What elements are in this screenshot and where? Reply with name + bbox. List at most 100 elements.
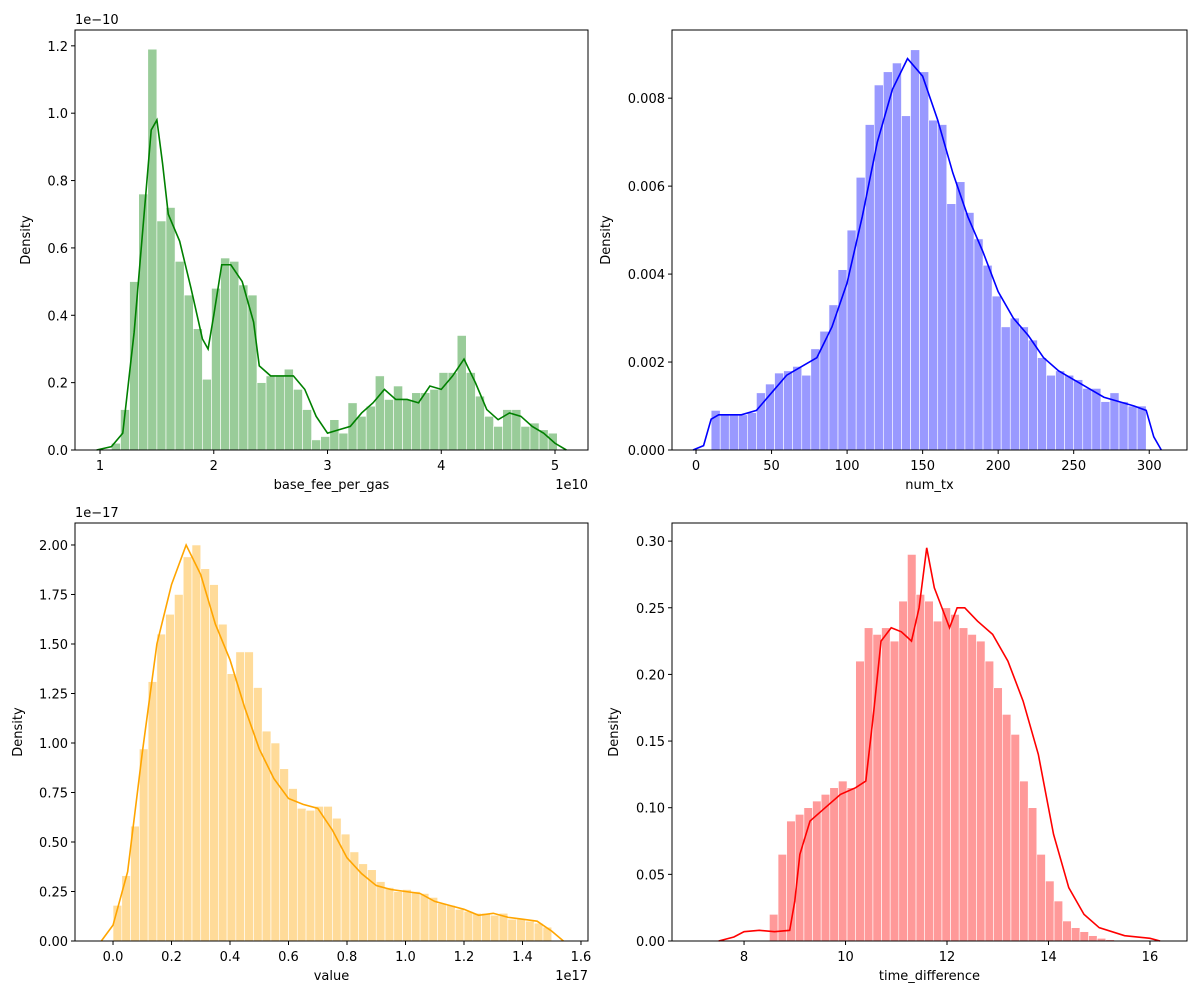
histogram-bar <box>375 881 386 942</box>
y-tick-label: 0.50 <box>39 836 68 851</box>
kde-line <box>718 547 1161 942</box>
histogram-bar <box>218 623 228 942</box>
histogram-bar <box>244 651 254 942</box>
histogram-bar <box>1100 401 1111 451</box>
y-tick-label: 0.4 <box>47 309 68 324</box>
x-axis-label: base_fee_per_gas <box>274 478 390 493</box>
y-tick-label: 1.2 <box>47 40 68 55</box>
histogram-bar <box>1036 854 1046 942</box>
histogram-bar <box>984 660 994 942</box>
y-tick-label: 1.00 <box>39 737 68 752</box>
kde-line <box>692 57 1163 451</box>
y-tick-label: 0.0 <box>47 444 68 459</box>
histogram-bar <box>728 414 739 451</box>
histogram-bar <box>812 800 822 942</box>
histogram-bar <box>991 295 1002 451</box>
histogram-bar <box>279 768 289 942</box>
histogram-bar <box>446 905 456 942</box>
histogram-bar <box>1088 935 1098 942</box>
histogram-bar <box>147 681 158 942</box>
histogram-bar <box>323 806 333 942</box>
x-tick-label: 8 <box>740 950 748 965</box>
y-tick-label: 0.00 <box>39 935 68 950</box>
histogram-bar <box>924 600 934 942</box>
histogram-bar <box>402 889 412 942</box>
histogram-bar <box>881 627 891 942</box>
histogram-bar <box>933 620 943 942</box>
histogram-bar <box>393 385 403 451</box>
panel: 0 50 100 150 200 250 300 0.000 0.002 0.004 0.006 0.… <box>599 29 1188 493</box>
histogram-bar <box>454 909 465 942</box>
x-tick-label: 12 <box>939 950 956 965</box>
histogram-bar <box>296 808 307 942</box>
histogram-bar <box>365 405 376 451</box>
histogram-bar <box>456 335 467 451</box>
histogram-bar <box>950 614 960 942</box>
axes-frame <box>74 29 589 451</box>
y-axis-label: Density <box>607 707 622 757</box>
panel: 0.0 0.2 0.4 0.6 0.8 1.0 1.2 1.4 1.6 0.00 0.25 0.50 0… <box>11 506 591 984</box>
histogram-bar <box>384 399 394 451</box>
x-tick-label: 0.0 <box>103 950 124 965</box>
y-tick-label: 0.2 <box>47 377 68 392</box>
histogram-bar <box>481 912 491 942</box>
histogram-bar <box>202 378 212 451</box>
histogram-bar <box>973 238 984 451</box>
histogram-bar <box>402 399 412 451</box>
histogram-bar <box>1019 326 1029 451</box>
histogram-bar <box>463 910 474 942</box>
histogram-bar <box>898 600 908 942</box>
histogram-bar <box>174 261 185 451</box>
histogram-bar <box>332 817 342 942</box>
histogram-bar <box>883 71 893 451</box>
histogram-bar <box>937 124 948 451</box>
histogram-bar <box>1009 317 1020 451</box>
histogram-bar <box>493 426 503 451</box>
histogram-bar <box>1071 927 1081 942</box>
histogram-bar <box>915 594 925 942</box>
x-offset-label: 1e17 <box>555 969 588 984</box>
histogram-bar <box>855 177 866 451</box>
x-tick-label: 1.0 <box>395 950 416 965</box>
histogram-bar <box>311 439 321 451</box>
histogram-bar <box>209 584 219 942</box>
histogram-bar <box>889 640 900 942</box>
histogram-bar <box>1064 374 1074 451</box>
histogram-bar <box>946 203 957 451</box>
y-tick-label: 0.75 <box>39 786 68 801</box>
histogram-bar <box>1000 326 1011 451</box>
x-tick-label: 250 <box>1061 459 1086 474</box>
y-axis-label: Density <box>11 707 26 757</box>
histogram-bar <box>964 212 975 451</box>
histogram-bar <box>274 375 285 451</box>
histogram-bar <box>1055 370 1065 451</box>
x-tick-label: 300 <box>1137 459 1162 474</box>
y-tick-label: 0.8 <box>47 175 68 190</box>
histogram-bar <box>305 810 316 942</box>
histogram-bar <box>419 893 430 942</box>
histogram-bar <box>1046 374 1056 451</box>
histogram-bar <box>958 627 969 942</box>
histogram-bar <box>302 409 312 451</box>
x-tick-label: 0.6 <box>278 950 299 965</box>
x-offset-label: 1e10 <box>555 478 588 493</box>
x-tick-label: 0.4 <box>220 950 241 965</box>
histogram-bar <box>941 607 951 942</box>
y-tick-label: 0.6 <box>47 242 68 257</box>
y-tick-label: 0.25 <box>39 885 68 900</box>
histogram-bar <box>226 673 237 942</box>
histogram-bar <box>283 368 294 451</box>
histogram-bar <box>447 372 458 451</box>
histogram-bar <box>211 288 221 451</box>
histogram-bar <box>220 257 230 451</box>
histogram-bar <box>314 806 324 942</box>
y-tick-label: 0.10 <box>636 802 665 817</box>
y-offset-label: 1e−17 <box>75 506 119 521</box>
y-tick-label: 1.75 <box>39 588 68 603</box>
y-tick-label: 0.25 <box>636 602 665 617</box>
x-tick-label: 16 <box>1142 950 1159 965</box>
histogram-bar <box>982 264 993 451</box>
histogram-bar <box>411 891 421 942</box>
histogram-bar <box>846 787 856 942</box>
histogram-bar <box>1091 388 1102 451</box>
